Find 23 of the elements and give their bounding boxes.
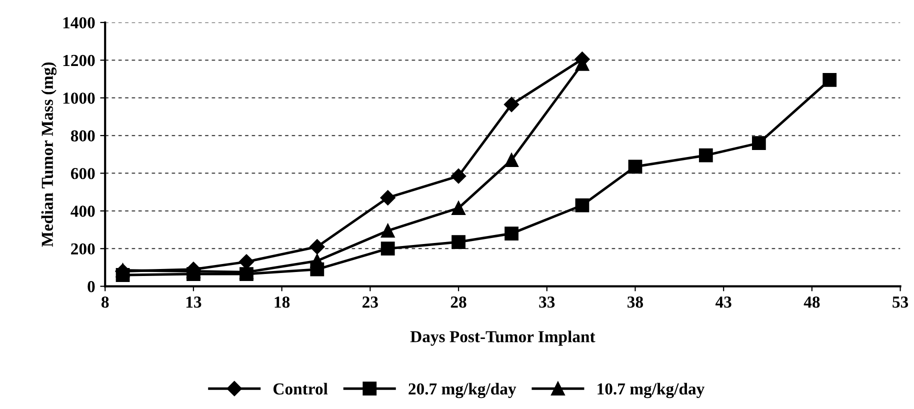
y-tick-label: 1200: [63, 54, 95, 66]
legend-label: 20.7 mg/kg/day: [408, 382, 516, 398]
x-tick-label: 48: [804, 296, 820, 308]
x-tick-label: 53: [892, 296, 908, 308]
y-tick-label: 800: [70, 130, 95, 142]
x-axis-title: Days Post-Tumor Implant: [410, 330, 596, 346]
x-tick-label: 33: [539, 296, 555, 308]
y-tick-label: 600: [70, 168, 95, 180]
x-tick-label: 28: [450, 296, 466, 308]
y-tick-label: 400: [70, 206, 95, 217]
x-tick-label: 23: [362, 296, 378, 308]
y-tick-label: 1400: [63, 17, 95, 28]
legend-label: 10.7 mg/kg/day: [598, 382, 704, 398]
x-tick-label: 8: [102, 296, 109, 308]
y-tick-label: 200: [71, 243, 95, 255]
x-tick-label: 43: [715, 296, 732, 308]
y-tick-label: 0: [88, 281, 95, 292]
legend-label: Control: [274, 382, 328, 395]
x-tick-label: 38: [628, 296, 644, 308]
y-axis-title: Median Tumor Mass (mg): [41, 62, 56, 247]
x-tick-label: 13: [186, 296, 202, 308]
y-tick-label: 1000: [63, 92, 95, 104]
x-tick-label: 18: [274, 296, 290, 308]
